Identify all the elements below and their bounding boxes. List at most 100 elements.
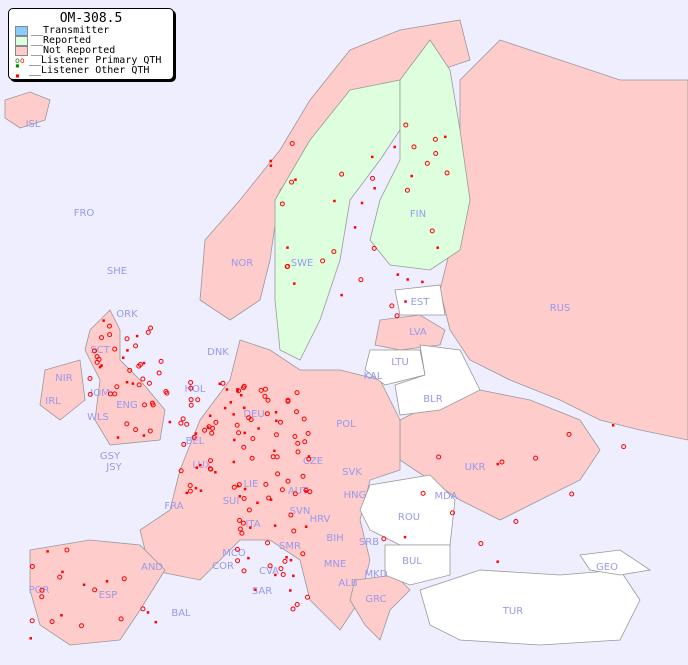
listener-primary-marker [236,482,242,488]
listener-primary-marker [195,397,201,403]
listener-primary-marker [112,346,118,352]
country-label-sui: SUI [223,496,240,507]
listener-other-marker [194,486,198,490]
country-label-mne: MNE [324,559,346,570]
listener-other-marker [232,413,235,416]
listener-other-marker [243,431,246,435]
listener-primary-marker [180,416,186,422]
listener-other-marker [404,300,407,303]
listener-other-marker [206,426,210,429]
listener-other-marker [275,419,278,423]
listener-primary-marker [300,473,306,479]
listener-other-marker [269,498,273,501]
country-label-aut: AUT [288,486,309,497]
listener-other-marker [273,449,276,453]
country-tur [419,569,641,646]
listener-primary-marker [137,361,143,367]
listener-primary-marker [302,439,308,445]
listener-primary-marker [107,332,113,338]
listener-primary-marker [295,440,301,446]
country-label-she: SHE [107,266,127,277]
country-label-isl: ISL [26,119,41,130]
listener-primary-marker [566,431,572,437]
listener-other-marker [396,273,400,276]
listener-other-marker [304,525,308,528]
listener-other-marker [370,155,374,159]
country-label-cor: COR [212,561,234,572]
country-label-hrv: HRV [310,514,331,525]
legend-label: __Not Reported [31,45,116,56]
listener-primary-marker [320,258,326,264]
listener-other-marker [105,580,109,583]
listener-primary-marker [280,572,286,578]
listener-primary-marker [273,432,279,438]
listener-other-marker [247,556,250,560]
country-ltu [364,349,426,386]
listener-primary-marker [236,430,242,436]
listener-other-marker [185,491,189,495]
country-label-lva: LVA [409,327,427,338]
listener-primary-marker [107,391,113,397]
listener-primary-marker [240,520,246,526]
listener-primary-marker [295,449,301,455]
listener-primary-marker [188,385,194,391]
listener-primary-marker [234,546,240,552]
listener-other-marker [239,394,243,397]
country-iberia [29,539,166,646]
listener-other-marker [242,406,246,410]
listener-primary-marker [239,530,245,536]
legend-primary-qth: oo __Listener Primary QTH [9,56,173,66]
country-europe-west [139,339,401,631]
listener-other-marker [333,199,336,203]
listener-primary-marker [87,375,93,381]
listener-other-marker [194,432,198,435]
listener-primary-marker [371,245,377,251]
listener-primary-marker [499,459,505,465]
listener-other-marker [61,570,64,574]
country-label-fin: FIN [410,209,426,220]
listener-other-marker [199,489,203,492]
listener-primary-marker [124,336,130,342]
listener-other-marker [238,495,242,498]
listener-primary-marker [127,367,133,373]
listener-other-marker [289,589,292,592]
listener-primary-marker [358,277,364,283]
listener-primary-marker [279,201,285,207]
listener-other-marker [274,411,278,414]
listener-primary-marker [184,421,190,427]
listener-primary-marker [513,518,519,524]
listener-primary-marker [449,510,455,516]
transmitter-swatch [15,26,28,36]
listener-other-marker [406,278,409,281]
legend-transmitter: __Transmitter [9,26,173,36]
listener-primary-marker [178,468,184,474]
listener-primary-marker [305,430,311,436]
listener-primary-marker [301,416,307,422]
listener-other-marker [269,159,273,163]
listener-primary-marker [403,122,409,128]
listener-primary-marker [282,558,288,564]
listener-primary-marker [404,187,410,193]
legend-label: __Listener Primary QTH [29,55,162,66]
listener-primary-marker [275,471,281,477]
country-label-bel: BEL [186,436,205,447]
country-label-ita: ITA [245,519,260,530]
listener-primary-marker [240,385,246,391]
listener-other-marker [131,382,135,385]
listener-primary-marker [92,348,98,354]
listener-primary-marker [263,481,269,487]
listener-other-marker [285,556,288,559]
listener-other-marker [142,361,146,365]
listener-other-marker [29,637,32,640]
listener-primary-marker [99,335,105,341]
listener-primary-marker [118,616,124,622]
country-label-ork: ORK [116,309,138,320]
country-label-bal: BAL [171,608,191,619]
listener-other-marker [421,280,424,284]
country-label-irl: IRL [45,396,61,407]
country-label-swe: SWE [291,258,314,269]
listener-primary-marker [156,370,162,376]
country-label-hng: HNG [344,490,367,501]
listener-other-marker [274,573,277,577]
